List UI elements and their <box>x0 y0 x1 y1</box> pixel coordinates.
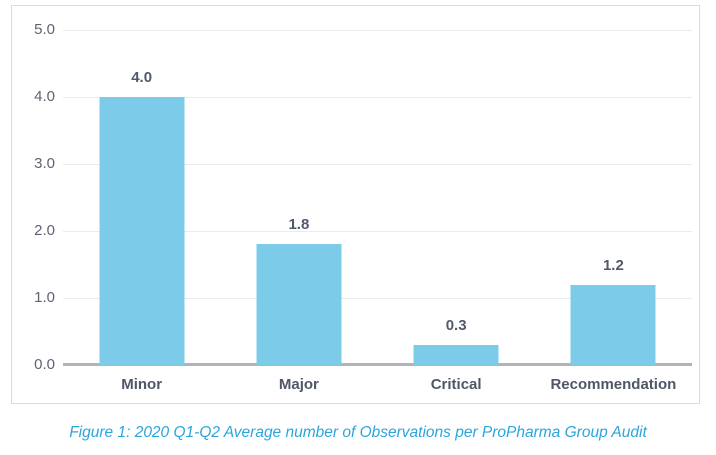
y-axis-tick-label: 2.0 <box>34 222 55 239</box>
x-axis-line <box>63 363 692 366</box>
plot-area: 4.0 Minor 1.8 Major 0.3 Critical 1.2 Rec… <box>34 21 692 393</box>
gridline <box>63 231 692 232</box>
y-axis-tick-label: 5.0 <box>34 21 55 38</box>
x-axis-label-major: Major <box>278 376 319 393</box>
bar-group-critical: 0.3 Critical <box>378 30 535 393</box>
gridline <box>63 97 692 98</box>
bar-major <box>256 244 342 365</box>
y-axis-tick-label: 0.0 <box>34 356 55 373</box>
bar-value-label: 4.0 <box>131 69 153 86</box>
bar-minor <box>99 97 185 365</box>
gridline <box>63 298 692 299</box>
bar-group-major: 1.8 Major <box>220 30 377 393</box>
gridline <box>63 164 692 165</box>
bar-value-label: 1.2 <box>602 256 624 274</box>
bar-value-label: 1.8 <box>288 216 310 234</box>
bar-value-label: 0.3 <box>445 316 467 334</box>
figure-caption: Figure 1: 2020 Q1-Q2 Average number of O… <box>69 424 647 441</box>
bars-container: 4.0 Minor 1.8 Major 0.3 Critical 1.2 Rec… <box>63 30 692 393</box>
y-axis-tick-label: 4.0 <box>34 88 55 105</box>
bar-recommendation <box>570 284 656 365</box>
y-axis-tick-label: 1.0 <box>34 289 55 306</box>
y-axis-tick-label: 3.0 <box>34 155 55 172</box>
bar-group-recommendation: 1.2 Recommendation <box>535 30 692 393</box>
x-axis-label-critical: Critical <box>430 376 482 393</box>
gridline <box>63 30 692 31</box>
bar-group-minor: 4.0 Minor <box>63 30 220 393</box>
chart-panel: 4.0 Minor 1.8 Major 0.3 Critical 1.2 Rec… <box>11 5 700 404</box>
x-axis-label-recommendation: Recommendation <box>550 376 677 393</box>
bar-critical <box>413 344 499 365</box>
x-axis-label-minor: Minor <box>121 376 163 393</box>
